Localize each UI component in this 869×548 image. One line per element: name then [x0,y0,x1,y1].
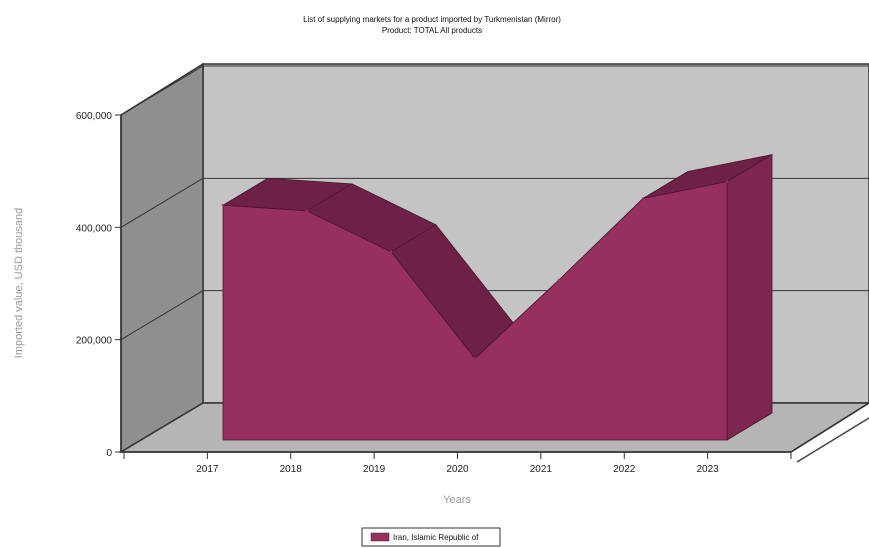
legend-box [361,527,501,547]
x-tick-label: 2018 [280,464,303,475]
x-tick-label: 2020 [446,464,469,475]
chart-title: List of supplying markets for a product … [303,15,561,24]
x-tick-label: 2022 [613,464,636,475]
floor-front-edge [790,402,869,453]
data-point [641,197,645,200]
y-tick-label: 200,000 [76,336,113,347]
gridline-side [120,290,204,341]
data-point [389,250,393,254]
x-tick-label: 2021 [530,464,553,475]
y-tick-label: 400,000 [76,223,113,234]
data-point [473,357,477,360]
legend-label: Iran, Islamic Republic of [393,533,479,542]
x-tick-label: 2019 [363,464,386,475]
x-axis-title: Years [443,494,471,506]
series-front-face [222,181,728,441]
data-point [725,180,729,183]
series-area [221,153,773,441]
x-tick-label: 2023 [697,464,720,475]
chart-subtitle: Product: TOTAL All products [382,26,482,35]
series-end-face [726,153,773,441]
y-tick-label: 0 [106,448,112,459]
y-tick-label: 600,000 [76,111,113,122]
data-point [221,204,225,207]
legend-swatch [370,532,390,542]
floor-shadow-edge [796,417,869,463]
y-axis-title: Imported value, USD thousand [13,208,25,358]
x-tick-label: 2017 [196,464,219,475]
legend: Iran, Islamic Republic of [361,527,501,547]
y-ticks: 0 200,000 400,000 600,000 [76,111,121,459]
data-point [305,209,309,213]
side-wall [120,62,204,454]
x-ticks: 2017 2018 2019 2020 2021 2022 2023 [123,452,792,475]
data-point [557,278,561,282]
gridline-side [120,65,204,116]
gridline-side [120,177,204,228]
